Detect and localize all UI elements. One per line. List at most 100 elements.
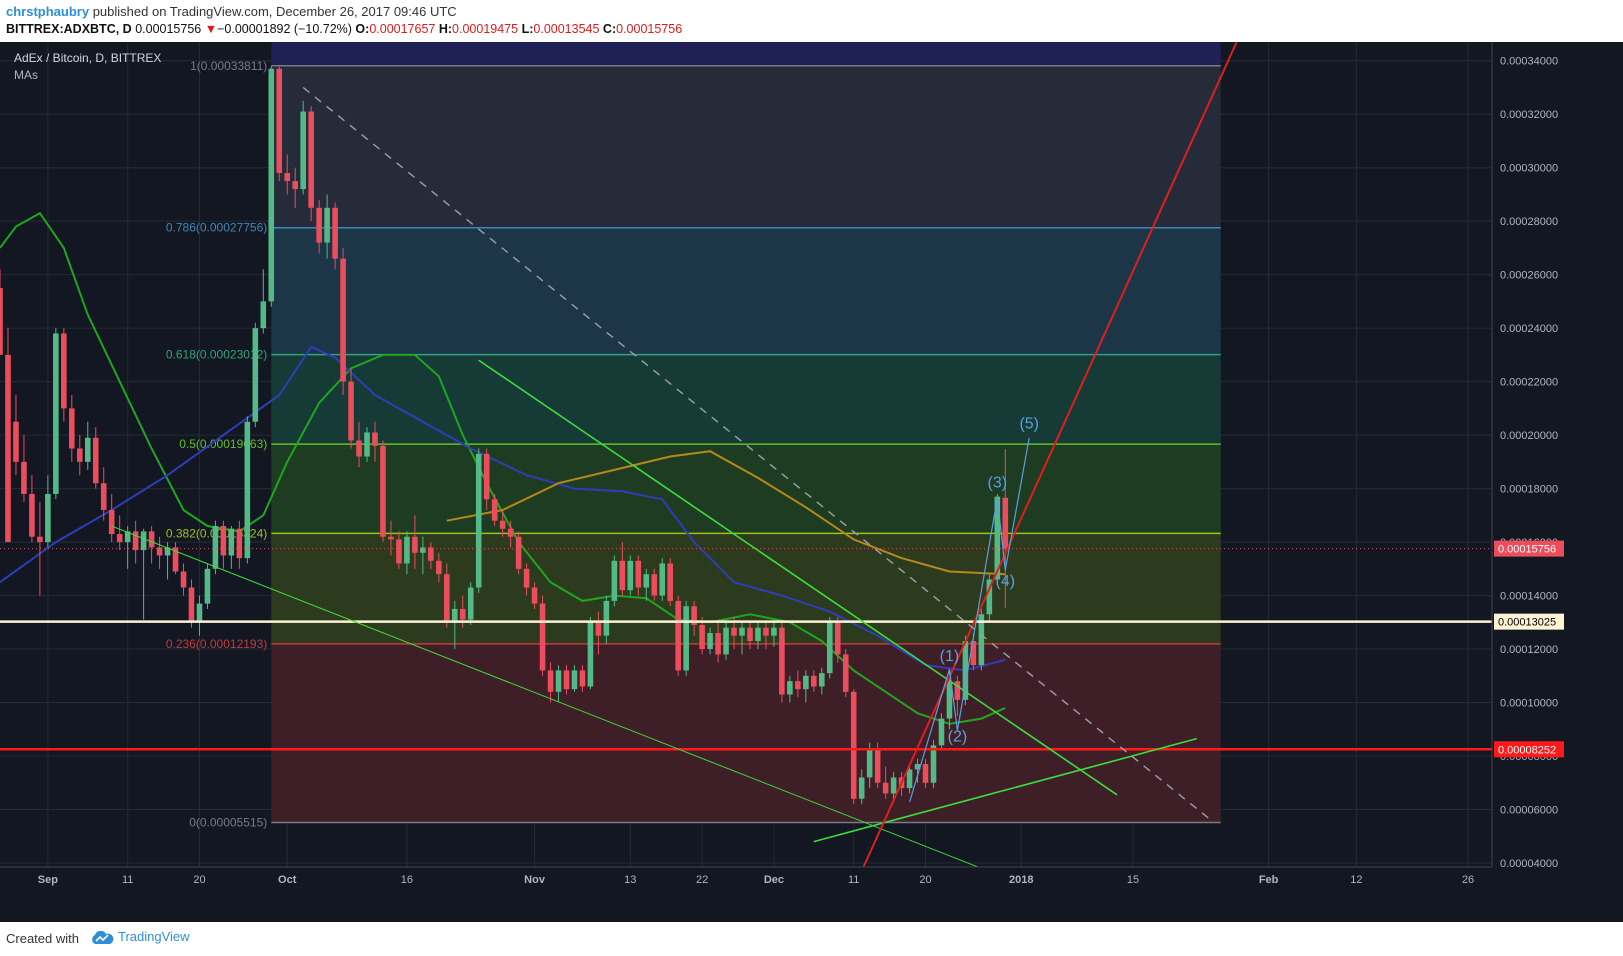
publish-info: chrstphaubry published on TradingView.co… (6, 4, 457, 19)
candle-body-up (866, 747, 873, 778)
candle-body-down (100, 483, 107, 510)
price-tick-label: 0.00012000 (1500, 644, 1558, 656)
candle-body-up (244, 421, 251, 559)
fibonacci-retracement[interactable]: 1(0.00033811) 0.786(0.00027756) 0.618(0.00… (166, 42, 1221, 829)
candle-body-down (180, 571, 187, 588)
candle-body-down (491, 499, 498, 521)
candle-body-up (826, 622, 833, 674)
low-value: 0.00013545 (533, 22, 600, 36)
moving-average-line-2 (0, 345, 1006, 672)
candle-body-down (779, 627, 785, 695)
price-axis[interactable]: 0.000040000.000060000.000080000.00010000… (1491, 42, 1564, 922)
price-tick-label: 0.00010000 (1500, 698, 1558, 710)
cloud-icon (92, 930, 114, 944)
candle-body-down (882, 782, 889, 794)
candle-body-up (914, 764, 921, 770)
candle-body-down (675, 600, 681, 671)
fib-level-label-0: 0(0.00005515) (189, 815, 267, 829)
candle-body-up (252, 328, 259, 422)
candle-body-up (555, 670, 562, 692)
candle-body-down (29, 493, 35, 537)
candle-body-down (436, 560, 442, 575)
time-tick-label: 20 (919, 874, 931, 886)
candle-body-down (0, 288, 3, 355)
fib-level-label-0.618: 0.618(0.00023012) (166, 348, 267, 362)
candle-body-down (92, 437, 99, 484)
candle-body-down (539, 603, 546, 671)
chart-footer: Created with TradingView (0, 922, 1623, 956)
candle-body-down (276, 68, 283, 174)
candle-body-up (994, 496, 1001, 580)
candle-body-down (811, 675, 817, 687)
candle-body-down (388, 536, 394, 540)
candle-body-up (475, 453, 482, 588)
candle-body-down (483, 453, 490, 500)
candle-body-down (284, 173, 291, 182)
candle-body-down (563, 670, 570, 690)
candle-body-down (61, 333, 67, 409)
horizontal-lines[interactable] (0, 548, 1492, 751)
fib-zone-0.786 (271, 227, 1221, 355)
time-tick-label: 11 (848, 874, 859, 886)
tradingview-label: TradingView (118, 929, 190, 944)
candle-body-down (667, 563, 673, 601)
candle-body-down (76, 448, 83, 462)
time-axis[interactable]: Sep 11 20 Oct 16 Nov 13 22 Dec 11 20 2018 15 Feb 12 26 (0, 866, 1623, 922)
candle-body-up (755, 627, 761, 642)
chart-title: AdEx / Bitcoin, D, BITTREX (14, 51, 161, 65)
candle-body-up (906, 769, 913, 789)
candle-body-up (707, 633, 713, 650)
time-tick-label: 26 (1462, 874, 1474, 886)
candle-body-up (819, 673, 825, 687)
price-chart[interactable]: 1(0.00033811) 0.786(0.00027756) 0.618(0.00… (0, 41, 1623, 922)
fib-zone-1 (271, 65, 1221, 228)
time-tick-label: 16 (401, 874, 413, 886)
candle-body-down (731, 627, 737, 636)
price-marker-label: 0.00008252 (1498, 744, 1556, 756)
candle-body-down (21, 461, 27, 494)
candle-body-down (523, 568, 530, 588)
candle-body-up (204, 568, 211, 604)
candle-body-up (45, 493, 51, 543)
price-marker-box (1494, 741, 1564, 758)
candle-body-down (356, 440, 362, 457)
chart-header: chrstphaubry published on TradingView.co… (0, 0, 1623, 42)
price-tick-label: 0.00024000 (1500, 323, 1558, 335)
candle-body-down (874, 747, 881, 783)
candle-body-up (611, 560, 618, 601)
fib-zone-top (271, 42, 1221, 66)
candle-body-down (459, 608, 466, 620)
candle-body-down (188, 587, 195, 623)
time-tick-label: 22 (696, 874, 708, 886)
candle-body-down (69, 408, 75, 449)
chart-area[interactable]: 1(0.00033811) 0.786(0.00027756) 0.618(0.00… (0, 41, 1623, 922)
price-tick-label: 0.00032000 (1500, 109, 1558, 121)
candle-body-down (699, 624, 705, 650)
tradingview-link[interactable]: TradingView (90, 929, 190, 945)
candle-body-down (795, 681, 801, 690)
indicator-legend[interactable]: MAs (14, 68, 38, 82)
candle-body-up (978, 614, 985, 666)
candle-body-down (156, 547, 163, 556)
candle-body-down (850, 691, 857, 799)
price-marker-box (1494, 613, 1564, 630)
trendlines[interactable] (111, 41, 1238, 872)
candle-body-up (451, 608, 458, 623)
candle-body-up (986, 579, 993, 615)
candle-body-up (196, 603, 203, 623)
author-link[interactable]: chrstphaubry (6, 4, 90, 19)
candle-body-down (37, 536, 43, 543)
created-with-text: Created with (6, 931, 79, 946)
time-axis-background (0, 867, 1623, 922)
candle-body-down (292, 181, 299, 190)
candle-body-up (787, 681, 793, 695)
open-value: 0.00017657 (369, 22, 436, 36)
candle-body-down (499, 520, 506, 529)
trendline-1 (478, 359, 1118, 796)
close-label: C: (602, 22, 617, 36)
wave-label: (1) (940, 648, 960, 665)
candle-body-down (954, 681, 961, 700)
candle-body-down (308, 111, 314, 208)
publish-text: published on TradingView.com, December 2… (92, 4, 457, 19)
elliott-wave[interactable]: (1) (2) (3) (4) (5) (909, 415, 1039, 803)
